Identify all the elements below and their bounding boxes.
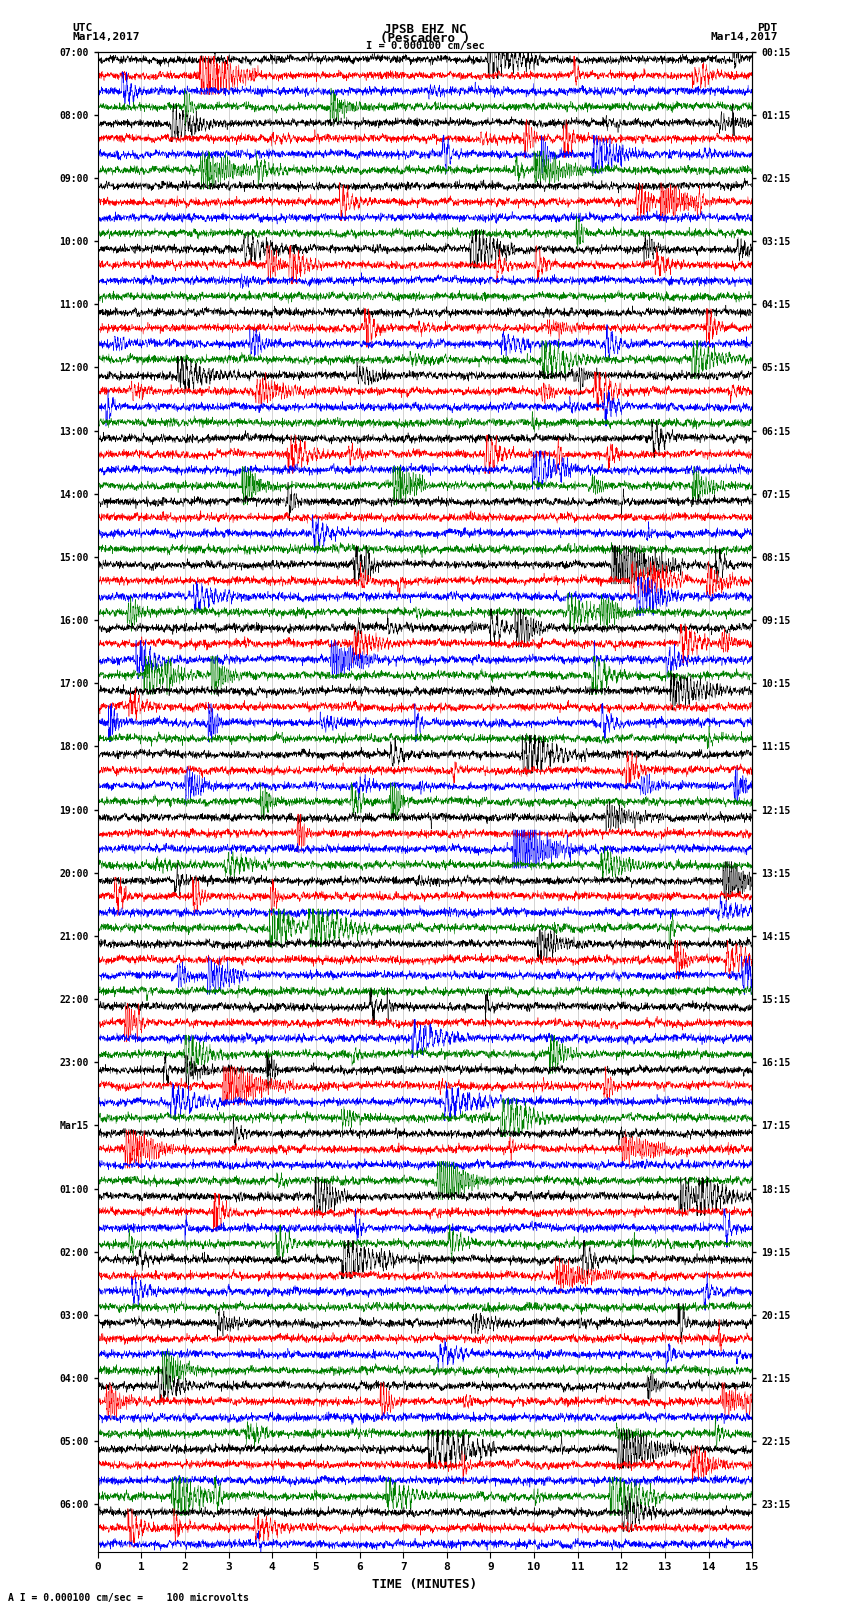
Text: JPSB EHZ NC: JPSB EHZ NC [383, 24, 467, 37]
Text: A I = 0.000100 cm/sec =    100 microvolts: A I = 0.000100 cm/sec = 100 microvolts [8, 1594, 249, 1603]
Text: (Pescadero ): (Pescadero ) [380, 32, 470, 45]
X-axis label: TIME (MINUTES): TIME (MINUTES) [372, 1578, 478, 1590]
Text: Mar14,2017: Mar14,2017 [711, 32, 778, 42]
Text: Mar14,2017: Mar14,2017 [72, 32, 139, 42]
Text: UTC: UTC [72, 24, 93, 34]
Text: I = 0.000100 cm/sec: I = 0.000100 cm/sec [366, 40, 484, 50]
Text: PDT: PDT [757, 24, 778, 34]
